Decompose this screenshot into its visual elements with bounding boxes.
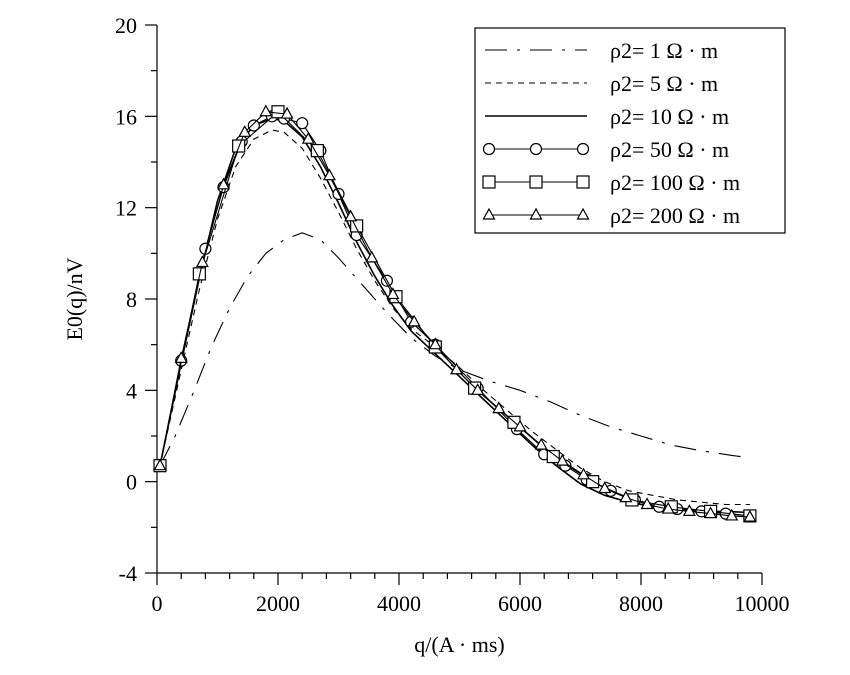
legend-entry: ρ2= 1 Ω · m [485,38,718,63]
x-tick-label: 2000 [256,591,300,616]
series-line [159,232,750,466]
legend: ρ2= 1 Ω · m ρ2= 5 Ω · m ρ2= 10 Ω · m ρ2= 50… [474,27,786,234]
data-point-triangle [301,131,315,144]
series-6 [153,104,757,522]
data-point-circle [296,117,309,130]
data-point-triangle [238,125,252,137]
data-point-square [271,105,285,119]
data-point-triangle [577,467,591,480]
legend-box [474,27,786,234]
data-point-triangle [153,458,167,471]
legend-marker-triangle [482,207,496,220]
x-axis-label: q/(A · ms) [414,632,504,657]
x-tick-label: 10000 [735,591,790,616]
data-point-triangle [344,209,358,222]
y-tick-label: 20 [115,13,137,38]
legend-label: ρ2= 100 Ω · m [610,170,740,195]
legend-label: ρ2= 5 Ω · m [610,71,718,96]
legend-label: ρ2= 50 Ω · m [610,137,729,162]
data-point-triangle [492,401,506,414]
data-point-triangle [365,250,379,263]
legend-entry: ρ2= 10 Ω · m [485,104,729,129]
data-point-triangle [217,177,231,190]
data-point-triangle [640,497,654,510]
series-2 [159,129,750,506]
legend-marker-circle [529,142,543,156]
data-point-triangle [725,508,739,521]
data-point-circle [247,119,260,132]
data-point-triangle [682,504,696,516]
data-point-triangle [428,337,442,350]
data-point-triangle [449,362,463,375]
data-point-triangle [386,287,400,300]
series-1 [159,232,750,466]
data-point-triangle [743,509,757,522]
data-point-triangle [619,490,633,503]
legend-marker-triangle [529,207,543,220]
data-point-triangle [471,383,485,395]
legend-marker-circle [482,142,496,156]
y-tick-label: 4 [126,378,137,403]
data-point-triangle [195,255,209,268]
data-point-triangle [513,419,527,432]
data-point-triangle [259,104,273,117]
legend-entry: ρ2= 5 Ω · m [485,71,718,96]
legend-label: ρ2= 1 Ω · m [610,38,718,63]
legend-marker-square [529,175,543,189]
data-point-square [546,449,560,464]
legend-marker-circle [576,142,590,156]
data-point-triangle [280,106,294,119]
data-point-triangle [704,506,718,519]
data-point-triangle [407,314,421,327]
legend-label: ρ2= 10 Ω · m [610,104,729,129]
axes: -4 0 4 8 12 16 20 0 2000 4000 6000 8000 10000 [115,13,790,616]
y-tick-label: 8 [126,287,137,312]
data-point-triangle [174,351,188,363]
data-point-square [350,219,364,233]
legend-label: ρ2= 200 Ω · m [610,203,740,228]
legend-entry: ρ2= 200 Ω · m [482,203,740,228]
x-tick-label: 6000 [498,591,542,616]
series-layer [153,104,757,523]
legend-marker-triangle [576,207,590,220]
data-point-triangle [322,168,336,181]
x-tick-label: 0 [152,591,163,616]
data-point-triangle [598,481,612,494]
x-tick-label: 4000 [377,591,421,616]
y-tick-label: 12 [115,196,137,221]
data-point-triangle [661,501,675,514]
legend-marker-square [482,175,496,189]
data-point-triangle [555,453,569,466]
x-tick-label: 8000 [619,591,663,616]
y-tick-label: -4 [119,561,137,586]
legend-marker-square [576,175,590,189]
legend-entry: ρ2= 50 Ω · m [482,137,729,162]
y-tick-label: 0 [126,470,137,495]
data-point-triangle [534,437,548,450]
y-tick-label: 16 [115,104,137,129]
legend-entry: ρ2= 100 Ω · m [482,170,740,195]
data-point-square [310,143,324,158]
series-line [159,129,750,506]
y-axis-label: E0(q)/nV [62,257,87,340]
